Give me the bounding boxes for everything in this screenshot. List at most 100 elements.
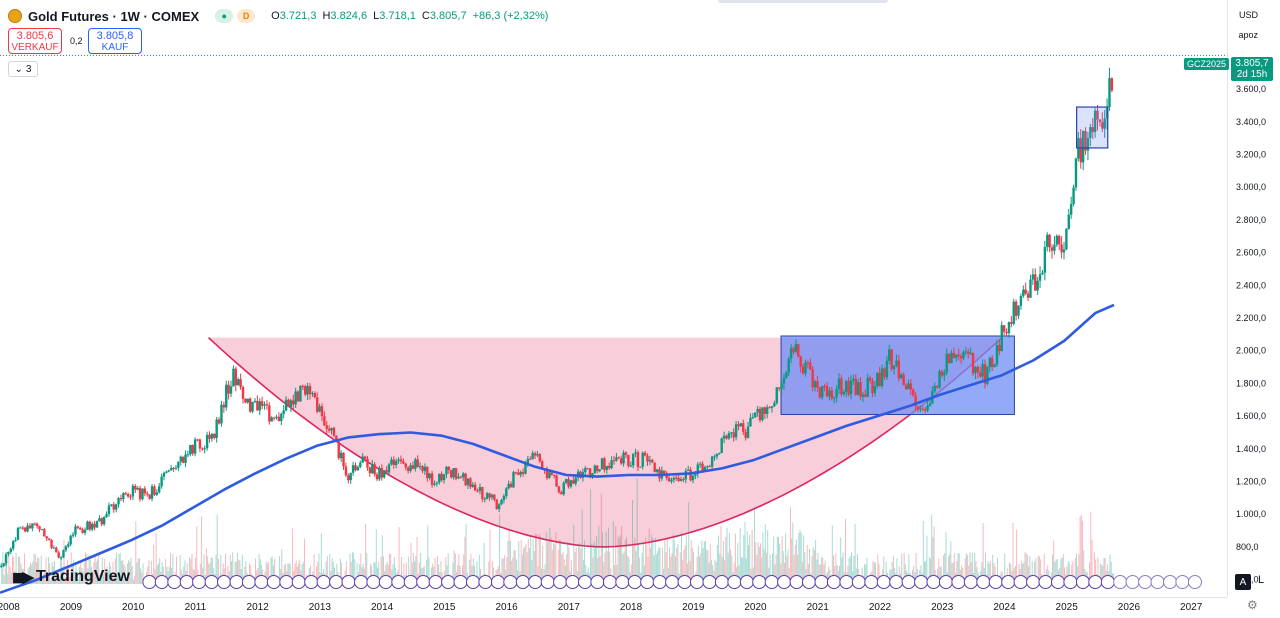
volume-bar xyxy=(675,556,676,584)
event-marker xyxy=(627,575,642,589)
candle-body xyxy=(478,487,482,491)
volume-bar xyxy=(709,544,711,584)
volume-bar xyxy=(47,556,49,584)
volume-bar xyxy=(841,557,843,584)
candle-body xyxy=(1060,244,1063,253)
volume-bar xyxy=(167,571,169,584)
time-tick-label: 2009 xyxy=(60,602,83,613)
log-scale-button[interactable]: L xyxy=(1258,574,1265,586)
symbol-tag: GCZ2025 xyxy=(1184,58,1230,70)
candle-body xyxy=(622,452,625,464)
candle-body xyxy=(330,427,333,431)
volume-bar xyxy=(685,535,687,584)
candle-body xyxy=(40,529,44,531)
volume-bar xyxy=(512,557,514,584)
sell-button[interactable]: 3.805,6 VERKAUF xyxy=(8,28,62,54)
buy-button[interactable]: 3.805,8 KAUF xyxy=(88,28,142,54)
volume-bar xyxy=(600,493,602,584)
volume-bar xyxy=(119,552,121,584)
currency-selector[interactable]: USD xyxy=(1238,10,1258,20)
candle-body xyxy=(397,459,400,461)
event-marker xyxy=(1063,575,1078,589)
volume-bar xyxy=(733,562,735,584)
market-status-icon[interactable]: ● xyxy=(215,9,234,23)
scale-mode-selector[interactable]: apoz xyxy=(1238,30,1258,40)
symbol-title[interactable]: Gold Futures · 1W · COMEX xyxy=(28,8,200,24)
volume-bar xyxy=(688,502,690,584)
candle-body xyxy=(710,456,714,467)
volume-bar xyxy=(1047,565,1049,584)
volume-bar xyxy=(703,541,705,584)
moving-average-line[interactable] xyxy=(0,303,1115,594)
volume-bar xyxy=(760,543,761,584)
volume-bar xyxy=(463,554,465,584)
volume-bar xyxy=(958,553,960,584)
volume-bar xyxy=(767,529,769,584)
candle-body xyxy=(225,384,228,408)
volume-bar xyxy=(781,535,783,584)
event-marker xyxy=(1038,575,1053,589)
volume-bar xyxy=(122,560,124,584)
volume-bar xyxy=(740,556,742,584)
volume-bar xyxy=(969,552,971,584)
candle-body xyxy=(246,398,249,403)
price-axis-divider xyxy=(1227,0,1228,597)
candle-body xyxy=(43,529,46,537)
candle-body xyxy=(162,472,166,477)
gear-icon[interactable]: ⚙ xyxy=(1247,598,1258,612)
event-marker xyxy=(1100,575,1115,589)
time-tick-label: 2010 xyxy=(122,602,145,613)
close-label: C xyxy=(421,10,430,22)
candle-body xyxy=(471,484,474,487)
candle-body xyxy=(497,504,501,510)
volume-bar xyxy=(501,558,503,584)
volume-bar xyxy=(1072,561,1074,584)
volume-bar xyxy=(244,567,246,584)
volume-bar xyxy=(949,554,951,584)
volume-bar xyxy=(542,545,544,584)
volume-bar xyxy=(524,546,526,584)
event-marker xyxy=(1187,575,1202,589)
volume-bar xyxy=(56,571,58,584)
indicators-toggle-button[interactable]: ⌄ 3 xyxy=(8,61,38,77)
candle-body xyxy=(112,504,115,510)
volume-bar xyxy=(785,533,787,584)
price-axis[interactable]: 600,0800,01.000,01.200,01.400,01.600,01.… xyxy=(1236,84,1266,585)
volume-bar xyxy=(129,561,131,584)
candle-body xyxy=(744,431,747,438)
candle-body xyxy=(983,364,987,384)
volume-bar xyxy=(77,579,79,584)
volume-bar xyxy=(1060,558,1062,584)
volume-bar xyxy=(302,561,304,584)
volume-bar xyxy=(673,539,675,584)
auto-scale-button[interactable]: A xyxy=(1235,574,1251,590)
candle-body xyxy=(31,523,34,529)
event-marker xyxy=(217,575,231,589)
volume-bar xyxy=(295,560,297,584)
volume-bar xyxy=(992,554,994,584)
candle-body xyxy=(567,479,570,487)
candle-body xyxy=(828,390,831,397)
volume-bar xyxy=(59,560,61,584)
volume-bar xyxy=(803,535,805,584)
volume-bar xyxy=(813,549,815,584)
delay-badge[interactable]: D xyxy=(237,9,256,23)
candle-body xyxy=(933,386,936,392)
volume-bar xyxy=(1022,563,1024,584)
volume-bar xyxy=(889,569,891,584)
candle-body xyxy=(928,403,932,406)
event-markers[interactable] xyxy=(142,575,1202,589)
volume-bar xyxy=(1014,565,1016,584)
candle-body xyxy=(86,521,89,530)
time-axis[interactable]: 2008 2009 2010 2011 2012 2013 2014 2015 2016 2017… xyxy=(0,602,1203,613)
tradingview-logo[interactable]: ◼▶ TradingView xyxy=(12,568,130,586)
candle-body xyxy=(536,454,539,456)
candle-body xyxy=(406,467,410,471)
candle-body xyxy=(488,493,491,498)
volume-bar xyxy=(502,558,504,584)
volume-bar xyxy=(541,568,542,584)
time-tick-label: 2015 xyxy=(433,602,456,613)
top-drag-handle[interactable] xyxy=(718,0,888,3)
volume-bar xyxy=(847,565,849,584)
